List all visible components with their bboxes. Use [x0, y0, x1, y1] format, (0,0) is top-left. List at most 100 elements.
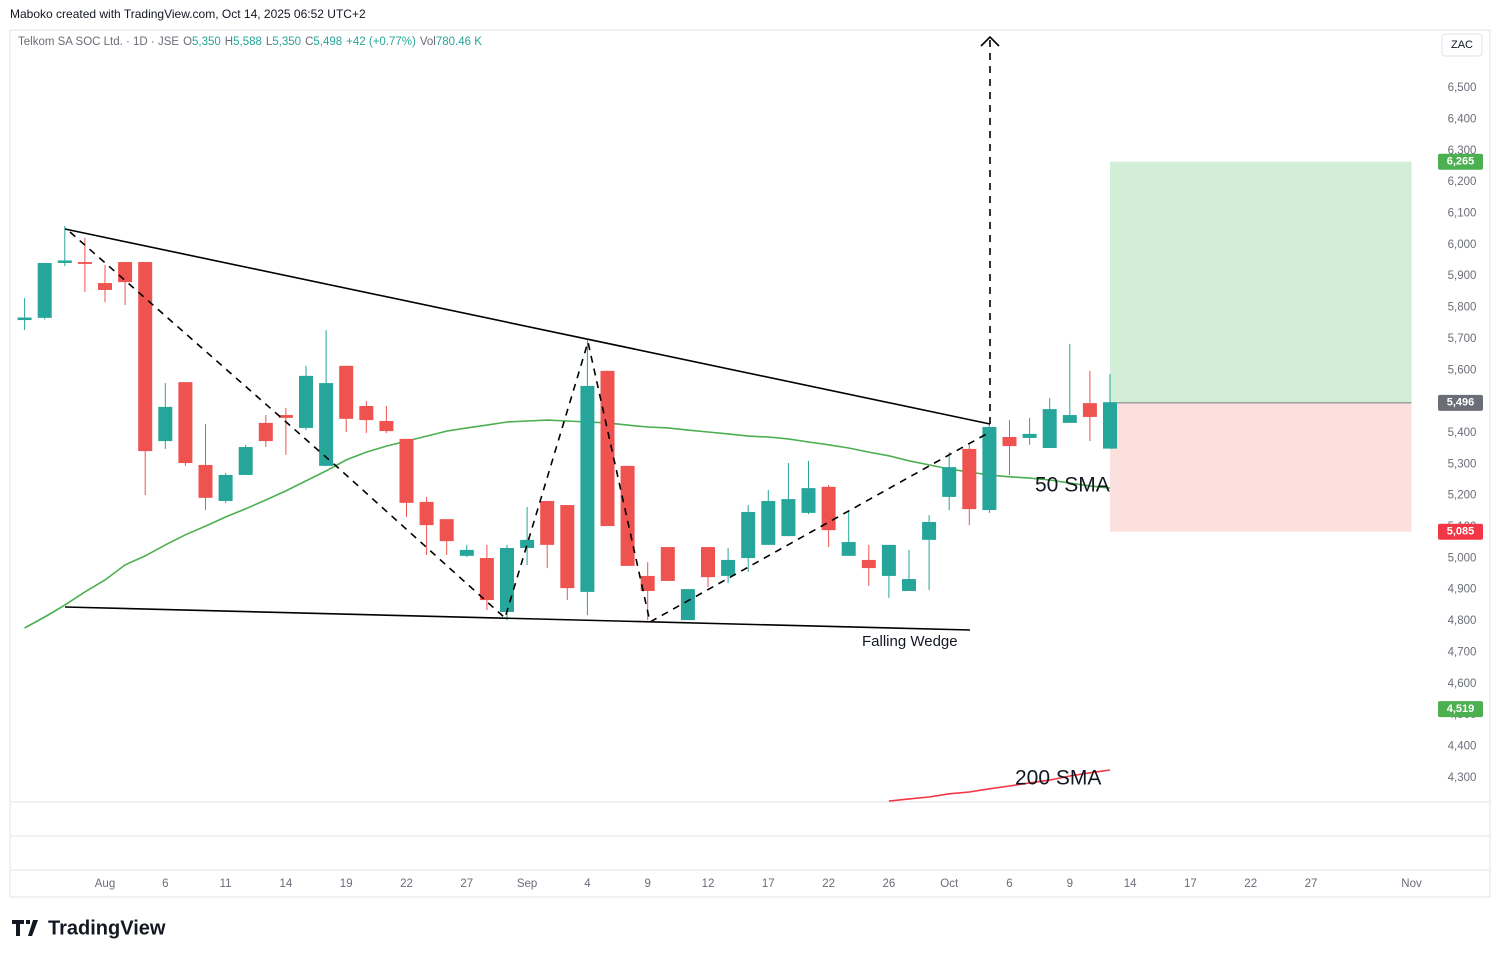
sma-label: 50 SMA [1035, 474, 1110, 497]
candle-body [721, 559, 736, 576]
symbol: Telkom SA SOC Ltd. · 1D · JSE [18, 36, 179, 48]
candle-body [178, 382, 193, 464]
ohlc-value: 5,498 [313, 36, 342, 48]
indicator-layer [24, 419, 1111, 802]
ohlc-value: 5,588 [233, 36, 262, 48]
candle-body [1022, 433, 1037, 438]
candle-body [17, 317, 32, 321]
candle-body [1103, 402, 1117, 449]
ohlc-key: H [225, 36, 233, 48]
candle-body [299, 375, 313, 428]
brand-name: TradingView [48, 917, 166, 939]
candle-body [359, 405, 374, 421]
candle-body [479, 558, 494, 601]
sma-line [24, 419, 1111, 629]
annotation: Falling Wedge [862, 633, 958, 650]
y-tick-label: 5,700 [1448, 333, 1477, 345]
candle-body [620, 465, 635, 566]
price-badge-label: 6,265 [1447, 156, 1475, 168]
price-badge-label: 5,496 [1447, 397, 1475, 409]
candle-body [198, 464, 213, 498]
candle-layer [17, 225, 1117, 621]
price-badge-label: 5,085 [1447, 526, 1475, 538]
candle-body [1062, 415, 1077, 423]
price-badge [1438, 523, 1483, 540]
price-badge [1438, 394, 1483, 411]
ohlc-value: 5,350 [272, 36, 301, 48]
candle-body [258, 422, 273, 442]
y-tick-label: 5,900 [1448, 270, 1477, 282]
y-tick-label: 6,400 [1448, 113, 1477, 125]
currency[interactable]: ZAC [1451, 39, 1473, 51]
x-tick-label: 22 [1244, 878, 1257, 890]
y-tick-label: 5,600 [1448, 364, 1477, 376]
candle-body [98, 283, 112, 290]
y-tick-label: 4,800 [1448, 615, 1477, 627]
candle-body [77, 262, 92, 264]
brand: TradingView [12, 917, 166, 939]
y-tick-label: 4,600 [1448, 678, 1477, 690]
wedge-lower-line [64, 606, 971, 631]
candle-body [660, 547, 675, 581]
candle-body [37, 262, 52, 318]
brand-logo [12, 920, 38, 936]
candle-body [379, 421, 394, 432]
y-tick-label: 6,200 [1448, 176, 1477, 188]
y-tick-label: 6,100 [1448, 207, 1477, 219]
y-tick-label: 6,500 [1448, 82, 1477, 94]
x-tick-label: 6 [1006, 878, 1012, 890]
y-tick-label: 4,300 [1448, 772, 1477, 784]
candle-body [57, 260, 72, 263]
x-tick-label: 4 [584, 878, 591, 890]
candle-body [540, 500, 555, 545]
candle-body [942, 467, 957, 497]
volume-value: 780.46 K [436, 36, 482, 48]
candle-body [439, 519, 454, 542]
x-tick-label: 27 [460, 878, 473, 890]
x-tick-label: Nov [1401, 878, 1422, 890]
legend-text: Telkom SA SOC Ltd. · 1D · JSE O5,350 H5,58… [18, 36, 482, 48]
candle-body [821, 486, 836, 531]
y-tick-label: 5,300 [1448, 458, 1477, 470]
candle-body [560, 505, 575, 589]
candle-body [278, 415, 293, 418]
y-tick-label: 5,000 [1448, 552, 1477, 564]
candle-body [741, 511, 756, 559]
candle-body [520, 539, 535, 549]
candle-body [902, 579, 916, 591]
position-layer [1110, 161, 1412, 532]
candle-body [600, 370, 615, 527]
wedge-upper-line [64, 228, 991, 425]
candle-body [1042, 409, 1057, 448]
candle-body [881, 544, 896, 576]
x-tick-label: 9 [644, 878, 650, 890]
y-tick-label: 6,000 [1448, 239, 1477, 251]
snapshot-credit: Maboko created with TradingView.com, Oct… [10, 7, 366, 21]
candle-body [319, 383, 334, 466]
sma-line [888, 769, 1111, 802]
y-tick-label: 4,900 [1448, 584, 1477, 596]
candle-body [640, 575, 655, 591]
candle-body [459, 549, 474, 556]
drawings [64, 35, 1000, 631]
price-axis: 4,3004,4004,5004,6004,7004,8004,9005,000… [1438, 82, 1483, 784]
x-tick-label: 22 [400, 878, 413, 890]
candle-body [701, 547, 715, 578]
x-tick-label: Aug [95, 878, 115, 890]
y-tick-label: 5,800 [1448, 302, 1477, 314]
arrow-head [980, 35, 1000, 47]
x-tick-label: 22 [822, 878, 835, 890]
candle-body [158, 406, 173, 442]
volume-key: Vol [420, 36, 436, 48]
currency-box[interactable] [1441, 33, 1483, 57]
ohlc-value: 5,350 [192, 36, 221, 48]
candle-body [138, 262, 153, 452]
candle-body [580, 385, 595, 592]
candle-body [419, 501, 434, 526]
candle-body [962, 448, 977, 510]
x-tick-label: 9 [1067, 878, 1073, 890]
candle-body [982, 426, 997, 511]
candle-body [238, 447, 253, 475]
profit-zone [1110, 161, 1412, 403]
x-tick-label: 14 [280, 878, 293, 890]
